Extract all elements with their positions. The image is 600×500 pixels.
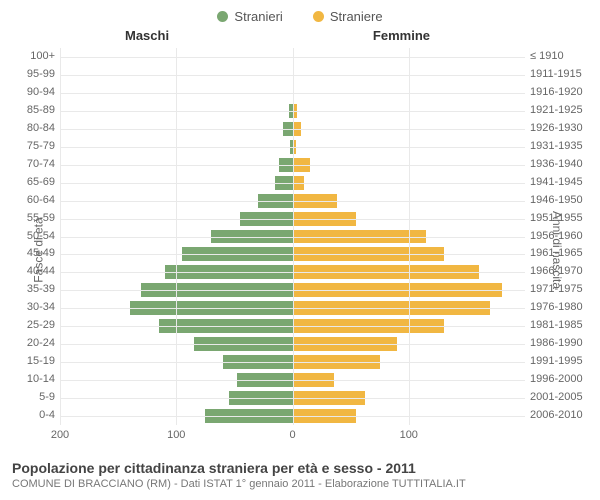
y-tick-birth: 1986-1990 [530,337,598,349]
y-tick-birth: 1976-1980 [530,301,598,313]
gridline [60,201,525,202]
gridline [60,219,525,220]
y-tick-birth: 1966-1970 [530,265,598,277]
gridline [60,147,525,148]
gridline [60,272,525,273]
x-tick: 100 [400,429,418,441]
y-tick-age: 5-9 [5,391,55,403]
gridline [60,254,525,255]
y-tick-birth: 1996-2000 [530,373,598,385]
x-tick: 0 [289,429,295,441]
y-tick-birth: 1916-1920 [530,86,598,98]
chart-footer: Popolazione per cittadinanza straniera p… [12,460,588,490]
y-tick-age: 45-49 [5,247,55,259]
y-tick-birth: 1981-1985 [530,319,598,331]
y-tick-age: 70-74 [5,158,55,170]
y-tick-age: 10-14 [5,373,55,385]
col-header-left: Maschi [125,28,169,43]
gridline [60,93,525,94]
chart-subtitle: COMUNE DI BRACCIANO (RM) - Dati ISTAT 1°… [12,478,588,490]
legend-item-female: Straniere [313,6,383,26]
y-tick-birth: 1991-1995 [530,355,598,367]
y-tick-age: 100+ [5,50,55,62]
gridline [60,290,525,291]
gridline [60,308,525,309]
legend-label-male: Stranieri [234,9,282,24]
y-tick-age: 95-99 [5,68,55,80]
y-tick-age: 60-64 [5,194,55,206]
gridline [60,165,525,166]
y-tick-birth: 2006-2010 [530,409,598,421]
y-tick-birth: 2001-2005 [530,391,598,403]
gridline [60,398,525,399]
gridline [60,57,525,58]
x-tick: 200 [51,429,69,441]
y-tick-birth: 1931-1935 [530,140,598,152]
y-tick-age: 80-84 [5,122,55,134]
y-tick-birth: 1911-1915 [530,68,598,80]
y-tick-age: 20-24 [5,337,55,349]
gridline [60,111,525,112]
y-tick-birth: 1921-1925 [530,104,598,116]
y-tick-birth: 1926-1930 [530,122,598,134]
legend-swatch-male [217,11,228,22]
chart-title: Popolazione per cittadinanza straniera p… [12,460,588,476]
gridline [60,183,525,184]
gridline [60,237,525,238]
gridline [60,326,525,327]
y-tick-birth: 1956-1960 [530,230,598,242]
y-tick-age: 85-89 [5,104,55,116]
y-tick-birth: 1946-1950 [530,194,598,206]
legend: Stranieri Straniere [0,0,600,26]
gridline [60,344,525,345]
legend-label-female: Straniere [330,9,383,24]
y-tick-birth: 1941-1945 [530,176,598,188]
x-tick: 100 [167,429,185,441]
y-tick-birth: ≤ 1910 [530,50,598,62]
y-tick-age: 0-4 [5,409,55,421]
col-header-right: Femmine [373,28,430,43]
y-tick-age: 55-59 [5,212,55,224]
y-tick-birth: 1936-1940 [530,158,598,170]
gridline [60,129,525,130]
y-tick-birth: 1951-1955 [530,212,598,224]
y-tick-age: 40-44 [5,265,55,277]
y-tick-age: 65-69 [5,176,55,188]
y-tick-age: 35-39 [5,283,55,295]
pyramid-chart: Stranieri Straniere Maschi Femmine Fasce… [0,0,600,500]
y-tick-age: 75-79 [5,140,55,152]
y-tick-age: 50-54 [5,230,55,242]
gridline [60,75,525,76]
legend-swatch-female [313,11,324,22]
gridline [60,416,525,417]
y-tick-birth: 1961-1965 [530,247,598,259]
gridline [60,362,525,363]
y-tick-age: 30-34 [5,301,55,313]
y-tick-birth: 1971-1975 [530,283,598,295]
gridline [60,380,525,381]
y-tick-age: 90-94 [5,86,55,98]
y-tick-age: 15-19 [5,355,55,367]
legend-item-male: Stranieri [217,6,282,26]
y-tick-age: 25-29 [5,319,55,331]
column-headers: Maschi Femmine [0,28,600,48]
